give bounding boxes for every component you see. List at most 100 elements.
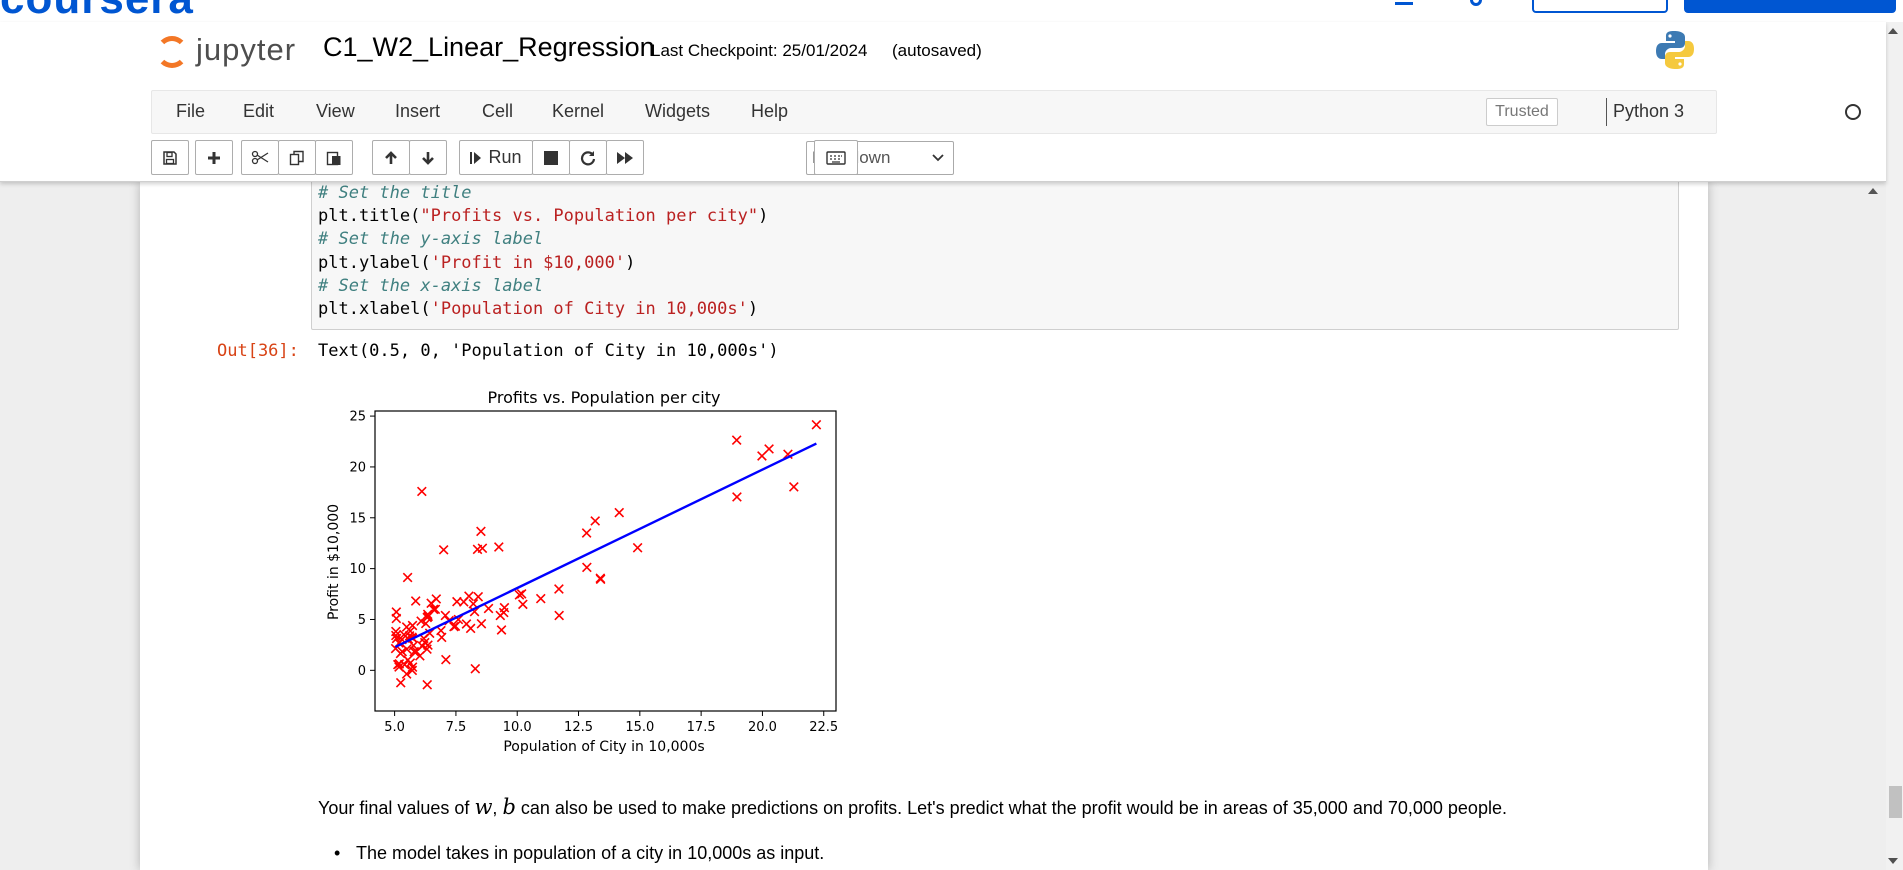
scatter-point [554, 610, 565, 621]
kernel-idle-indicator-icon [1845, 104, 1861, 120]
scatter-point [493, 542, 504, 552]
scatter-point [430, 604, 441, 615]
code-comment: # Set the x-axis label [318, 276, 544, 296]
x-tick-label: 7.5 [446, 720, 467, 735]
inner-scroll-up-icon[interactable] [1868, 188, 1878, 194]
scroll-down-arrow-icon[interactable] [1888, 858, 1898, 864]
top-primary-button[interactable] [1684, 0, 1896, 13]
scatter-point [402, 644, 412, 655]
scatter-point [441, 654, 451, 665]
copy-button[interactable] [278, 140, 316, 175]
save-button[interactable] [151, 140, 189, 175]
code-paren: ) [747, 299, 759, 319]
scatter-point [476, 526, 486, 537]
markdown-paragraph: Your final values of w, b can also be us… [318, 795, 1507, 819]
code-call: plt.ylabel( [318, 253, 431, 273]
menu-kernel[interactable]: Kernel [552, 101, 605, 121]
autosave-status: (autosaved) [892, 41, 982, 60]
menu-insert[interactable]: Insert [395, 101, 441, 121]
menu-file[interactable]: File [176, 101, 206, 121]
scatter-point [431, 594, 442, 604]
output-prompt: Out[36]: [217, 341, 299, 361]
scatter-point [416, 486, 427, 497]
command-palette-button[interactable] [814, 140, 858, 175]
markdown-list-item: The model takes in population of a city … [334, 843, 824, 864]
code-string: "Profits vs. Population per city" [420, 206, 759, 226]
notebook-toolbar: Run Markdown [151, 140, 1751, 176]
jupyter-logo-text: jupyter [196, 32, 297, 67]
save-icon [163, 150, 177, 165]
menu-cell[interactable]: Cell [482, 101, 514, 121]
scatter-point [473, 591, 484, 602]
scatter-point [788, 481, 799, 492]
x-tick-label: 15.0 [625, 720, 654, 735]
restart-run-all-button[interactable] [606, 140, 644, 175]
jupyter-header: jupyter C1_W2_Linear_Regression Last Che… [0, 22, 1886, 182]
cut-icon [251, 150, 269, 164]
scatter-point [517, 599, 528, 610]
scatter-point [632, 542, 643, 553]
menu-bar: File Edit View Insert Cell Kernel Widget… [151, 90, 1861, 134]
code-cell-input[interactable]: # Set the title plt.title("Profits vs. P… [311, 170, 1679, 330]
plot-area [374, 410, 837, 712]
interrupt-button[interactable] [532, 140, 570, 175]
scatter-point [476, 618, 487, 629]
scatter-point [496, 625, 507, 635]
code-comment: # Set the y-axis label [318, 229, 544, 249]
scatter-point [535, 593, 546, 604]
scatter-point [394, 659, 405, 669]
y-tick-label: 0 [358, 664, 366, 679]
paste-button[interactable] [315, 140, 353, 175]
run-icon [470, 151, 482, 164]
menu-view[interactable]: View [316, 101, 355, 121]
y-tick-label: 15 [349, 511, 366, 526]
scatter-point [394, 662, 404, 672]
notebook-title[interactable]: C1_W2_Linear_Regression [323, 32, 655, 62]
code-paren: ) [625, 253, 636, 273]
trusted-badge[interactable]: Trusted [1486, 98, 1558, 126]
scatter-point [732, 492, 742, 502]
scatter-point [595, 574, 606, 585]
keyboard-icon [826, 150, 846, 165]
copy-icon [289, 150, 304, 165]
fast-forward-icon [617, 151, 633, 164]
scroll-up-arrow-icon[interactable] [1888, 28, 1898, 34]
x-tick-label: 12.5 [564, 720, 593, 735]
insert-cell-button[interactable] [195, 140, 233, 175]
scatter-point [438, 544, 449, 555]
code-line: plt.xlabel('Population of City in 10,000… [318, 299, 758, 319]
brand-logo[interactable]: coursera [0, 0, 194, 22]
restart-button[interactable] [569, 140, 607, 175]
chart-x-axis-label: Population of City in 10,000s [503, 739, 704, 755]
math-w-b: w [474, 795, 493, 819]
chevron-down-icon [932, 154, 944, 162]
cut-button[interactable] [241, 140, 279, 175]
y-tick-label: 10 [349, 562, 366, 577]
code-comment: # Set the title [318, 183, 472, 203]
jupyter-logo[interactable]: jupyter [156, 30, 316, 74]
scatter-point [514, 589, 525, 600]
menu-widgets[interactable]: Widgets [645, 101, 711, 121]
move-up-button[interactable] [372, 140, 410, 175]
math-b: b [502, 795, 516, 819]
scatter-point [422, 644, 432, 655]
run-button[interactable]: Run [459, 140, 533, 175]
top-search-icon[interactable] [1470, 0, 1482, 6]
scatter-point [391, 633, 402, 644]
scatter-point [395, 677, 406, 688]
code-call: plt.title( [318, 206, 421, 226]
scatter-point [417, 641, 428, 651]
scatter-point [581, 562, 592, 573]
y-tick-label: 25 [349, 410, 366, 425]
top-outline-button[interactable] [1532, 0, 1668, 13]
menu-edit[interactable]: Edit [243, 101, 275, 121]
menu-help[interactable]: Help [751, 101, 789, 121]
page-scrollbar[interactable] [1886, 22, 1903, 870]
top-menu-icon[interactable] [1395, 0, 1413, 5]
move-down-button[interactable] [409, 140, 447, 175]
kernel-name[interactable]: Python 3 [1613, 101, 1685, 121]
fit-line [394, 442, 817, 649]
scrollbar-thumb[interactable] [1889, 786, 1902, 818]
scatter-point [464, 591, 474, 601]
scatter-point [410, 596, 421, 606]
